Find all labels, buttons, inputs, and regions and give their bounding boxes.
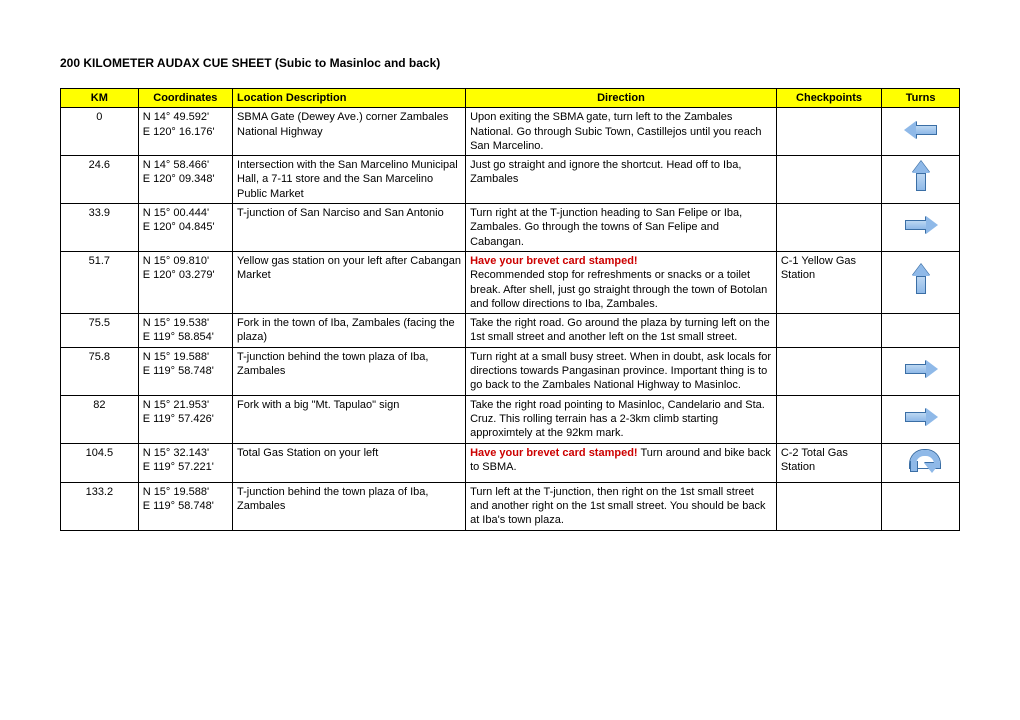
cell-turn	[882, 443, 960, 482]
arrow-right-icon	[901, 406, 941, 428]
cell-turn	[882, 156, 960, 204]
arrow-right-icon	[901, 358, 941, 380]
page-title: 200 KILOMETER AUDAX CUE SHEET (Subic to …	[60, 56, 960, 70]
arrow-left-icon	[901, 119, 941, 141]
cell-loc: Intersection with the San Marcelino Muni…	[233, 156, 466, 204]
table-row: 104.5N 15° 32.143'E 119° 57.221'Total Ga…	[61, 443, 960, 482]
th-coord: Coordinates	[138, 89, 232, 108]
cell-dir: Have your brevet card stamped! Turn arou…	[466, 443, 777, 482]
cell-chk	[776, 204, 881, 252]
cell-dir: Turn right at the T-junction heading to …	[466, 204, 777, 252]
cell-coord: N 15° 21.953'E 119° 57.426'	[138, 395, 232, 443]
th-km: KM	[61, 89, 139, 108]
cell-turn	[882, 347, 960, 395]
cell-dir: Upon exiting the SBMA gate, turn left to…	[466, 108, 777, 156]
cell-coord: N 14° 58.466'E 120° 09.348'	[138, 156, 232, 204]
cell-dir: Take the right road. Go around the plaza…	[466, 314, 777, 348]
cell-chk	[776, 347, 881, 395]
cell-coord: N 15° 19.538'E 119° 58.854'	[138, 314, 232, 348]
th-loc: Location Description	[233, 89, 466, 108]
cell-loc: Total Gas Station on your left	[233, 443, 466, 482]
cell-dir: Just go straight and ignore the shortcut…	[466, 156, 777, 204]
cell-loc: T-junction behind the town plaza of Iba,…	[233, 482, 466, 530]
uturn-icon	[904, 448, 938, 474]
arrow-up-icon	[910, 161, 932, 193]
table-row: 0N 14° 49.592'E 120° 16.176'SBMA Gate (D…	[61, 108, 960, 156]
arrow-right-icon	[901, 214, 941, 236]
cell-km: 51.7	[61, 251, 139, 313]
cell-chk	[776, 482, 881, 530]
cell-chk: C-2 Total Gas Station	[776, 443, 881, 482]
cell-turn	[882, 108, 960, 156]
table-row: 51.7N 15° 09.810'E 120° 03.279'Yellow ga…	[61, 251, 960, 313]
cell-chk	[776, 108, 881, 156]
cell-loc: T-junction of San Narciso and San Antoni…	[233, 204, 466, 252]
cell-dir: Have your brevet card stamped!Recommende…	[466, 251, 777, 313]
cell-km: 33.9	[61, 204, 139, 252]
cell-loc: T-junction behind the town plaza of Iba,…	[233, 347, 466, 395]
table-row: 82N 15° 21.953'E 119° 57.426'Fork with a…	[61, 395, 960, 443]
cell-turn	[882, 204, 960, 252]
cell-coord: N 15° 00.444'E 120° 04.845'	[138, 204, 232, 252]
cell-chk	[776, 156, 881, 204]
table-row: 33.9N 15° 00.444'E 120° 04.845'T-junctio…	[61, 204, 960, 252]
cell-turn	[882, 482, 960, 530]
cell-turn	[882, 395, 960, 443]
cell-km: 104.5	[61, 443, 139, 482]
cell-loc: Yellow gas station on your left after Ca…	[233, 251, 466, 313]
cell-dir: Turn right at a small busy street. When …	[466, 347, 777, 395]
th-chk: Checkpoints	[776, 89, 881, 108]
table-header-row: KM Coordinates Location Description Dire…	[61, 89, 960, 108]
cell-loc: Fork with a big "Mt. Tapulao" sign	[233, 395, 466, 443]
table-row: 133.2N 15° 19.588'E 119° 58.748'T-juncti…	[61, 482, 960, 530]
cell-dir: Take the right road pointing to Masinloc…	[466, 395, 777, 443]
cell-km: 133.2	[61, 482, 139, 530]
cell-km: 82	[61, 395, 139, 443]
table-row: 24.6N 14° 58.466'E 120° 09.348'Intersect…	[61, 156, 960, 204]
th-dir: Direction	[466, 89, 777, 108]
arrow-up-icon	[910, 264, 932, 296]
cell-coord: N 15° 09.810'E 120° 03.279'	[138, 251, 232, 313]
cell-loc: Fork in the town of Iba, Zambales (facin…	[233, 314, 466, 348]
cell-turn	[882, 314, 960, 348]
cell-km: 24.6	[61, 156, 139, 204]
table-row: 75.5N 15° 19.538'E 119° 58.854'Fork in t…	[61, 314, 960, 348]
table-row: 75.8N 15° 19.588'E 119° 58.748'T-junctio…	[61, 347, 960, 395]
cell-coord: N 15° 32.143'E 119° 57.221'	[138, 443, 232, 482]
cell-dir: Turn left at the T-junction, then right …	[466, 482, 777, 530]
cell-chk	[776, 314, 881, 348]
cell-loc: SBMA Gate (Dewey Ave.) corner Zambales N…	[233, 108, 466, 156]
cell-coord: N 15° 19.588'E 119° 58.748'	[138, 482, 232, 530]
cell-chk: C-1 Yellow Gas Station	[776, 251, 881, 313]
cell-coord: N 15° 19.588'E 119° 58.748'	[138, 347, 232, 395]
cell-km: 75.8	[61, 347, 139, 395]
th-turn: Turns	[882, 89, 960, 108]
cue-sheet-table: KM Coordinates Location Description Dire…	[60, 88, 960, 531]
cell-chk	[776, 395, 881, 443]
cell-turn	[882, 251, 960, 313]
cell-km: 75.5	[61, 314, 139, 348]
cell-km: 0	[61, 108, 139, 156]
cell-coord: N 14° 49.592'E 120° 16.176'	[138, 108, 232, 156]
